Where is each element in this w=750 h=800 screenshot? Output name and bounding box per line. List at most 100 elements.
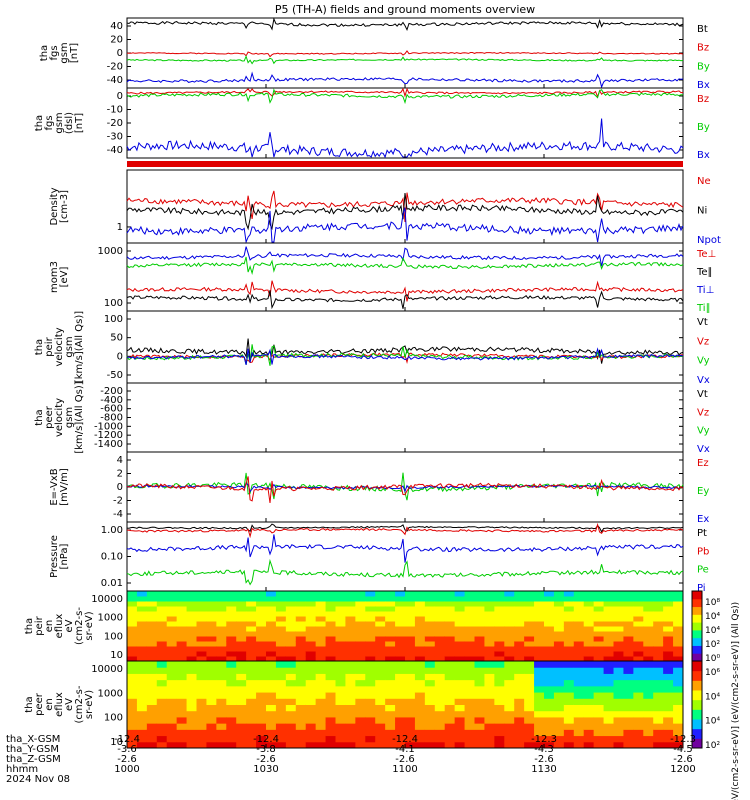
panel-frame <box>126 242 684 312</box>
spectrogram-cell <box>504 611 515 617</box>
y-tick-label: 50 <box>110 333 123 344</box>
y-tick-label: 100 <box>104 713 123 724</box>
spectrogram-cell <box>474 601 485 607</box>
spectrogram-cell <box>474 591 485 597</box>
spectrogram-cell <box>256 685 267 693</box>
spectrogram-cell <box>524 667 535 674</box>
spectrogram-cell <box>285 606 297 612</box>
spectrogram-cell <box>146 661 158 668</box>
spectrogram-cell <box>256 601 267 607</box>
spectrogram-cell <box>315 656 327 662</box>
y-axis-label: tha <box>34 409 45 425</box>
spectrogram-cell <box>474 704 485 712</box>
spectrogram-cell <box>375 616 386 622</box>
spectrogram-cell <box>524 723 535 730</box>
spectrogram-cell <box>434 641 446 647</box>
spectrogram-cell <box>206 596 217 602</box>
spectrogram-cell <box>524 616 535 622</box>
spectrogram-cell <box>365 646 376 652</box>
spectrogram-cell <box>484 616 495 622</box>
colorbar-segment <box>692 738 702 749</box>
legend-Ti∥: Ti∥ <box>696 303 711 314</box>
quality-flag-bar <box>127 161 683 167</box>
spectrogram-cell <box>216 646 227 652</box>
spectrogram-cell <box>474 673 485 681</box>
spectrogram-cell <box>156 673 168 681</box>
spectrogram-cell <box>603 710 614 718</box>
spectrogram-cell <box>484 667 495 674</box>
spectrogram-cell <box>663 626 674 632</box>
spectrogram-cell <box>246 611 257 617</box>
spectrogram-cell <box>593 606 605 612</box>
spectrogram-cell <box>325 626 336 632</box>
y-axis-label: tha <box>34 115 45 131</box>
spectrogram-cell <box>345 591 356 597</box>
spectrogram-cell <box>176 621 188 627</box>
spectrogram-cell <box>414 651 426 657</box>
spectrogram-cell <box>414 631 426 637</box>
spectrogram-cell <box>266 729 277 737</box>
spectrogram-cell <box>553 741 565 749</box>
spectrogram-cell <box>593 698 605 705</box>
spectrogram-cell <box>464 685 475 693</box>
spectrogram-cell <box>305 646 317 652</box>
spectrogram-cell <box>385 596 396 602</box>
spectrogram-cell <box>663 641 674 647</box>
spectrogram-cell <box>196 621 207 627</box>
spectrogram-cell <box>216 631 227 637</box>
spectrogram-cell <box>295 646 307 652</box>
spectrogram-cell <box>275 596 287 602</box>
spectrogram-cell <box>127 667 138 674</box>
spectrogram-cell <box>216 723 227 730</box>
spectrogram-cell <box>355 616 366 622</box>
spectrogram-cell <box>246 591 257 597</box>
spectrogram-cell <box>673 685 684 693</box>
spectrogram-cell <box>335 716 346 724</box>
spectrogram-cell <box>424 692 436 699</box>
spectrogram-cell <box>127 656 138 662</box>
spectrogram-cell <box>127 626 138 632</box>
spectrogram-cell <box>315 679 327 687</box>
spectrogram-cell <box>166 685 178 693</box>
spectrogram-cell <box>484 661 495 668</box>
spectrogram-cell <box>504 685 515 693</box>
spectrogram-cell <box>484 656 495 662</box>
spectrogram-cell <box>573 692 585 699</box>
spectrogram-cell <box>553 692 565 699</box>
spectrogram-cell <box>573 596 585 602</box>
spectrogram-cell <box>444 704 456 712</box>
spectrogram-cell <box>315 692 327 699</box>
spectrogram-cell <box>563 596 575 602</box>
spectrogram-cell <box>325 667 336 674</box>
spectrogram-cell <box>424 661 436 668</box>
spectrogram-cell <box>464 596 475 602</box>
legend-By: By <box>697 122 710 133</box>
y-axis-label: en <box>44 698 55 711</box>
spectrogram-cell <box>295 661 307 668</box>
spectrogram-cell <box>216 704 227 712</box>
spectrogram-cell <box>256 651 267 657</box>
spectrogram-cell <box>236 679 247 687</box>
spectrogram-cell <box>127 679 138 687</box>
spectrogram-cell <box>127 646 138 652</box>
spectrogram-cell <box>673 596 684 602</box>
spectrogram-cell <box>405 601 416 607</box>
spectrogram-cell <box>385 741 396 749</box>
spectrogram-cell <box>206 591 217 597</box>
spectrogram-cell <box>325 606 336 612</box>
legend-Bx: Bx <box>697 150 710 161</box>
colorbar-segment <box>692 614 702 623</box>
spectrogram-cell <box>534 656 545 662</box>
spectrogram-cell <box>395 716 406 724</box>
spectrogram-cell <box>454 656 466 662</box>
spectrogram-cell <box>514 679 525 687</box>
spectrogram-cell <box>534 646 545 652</box>
spectrogram-cell <box>553 716 565 724</box>
spectrogram-cell <box>216 611 227 617</box>
spectrogram-cell <box>563 673 575 681</box>
spectrogram-cell <box>256 679 267 687</box>
spectrogram-cell <box>424 621 436 627</box>
spectrogram-cell <box>673 616 684 622</box>
spectrogram-cell <box>583 651 595 657</box>
spectrogram-cell <box>345 704 356 712</box>
